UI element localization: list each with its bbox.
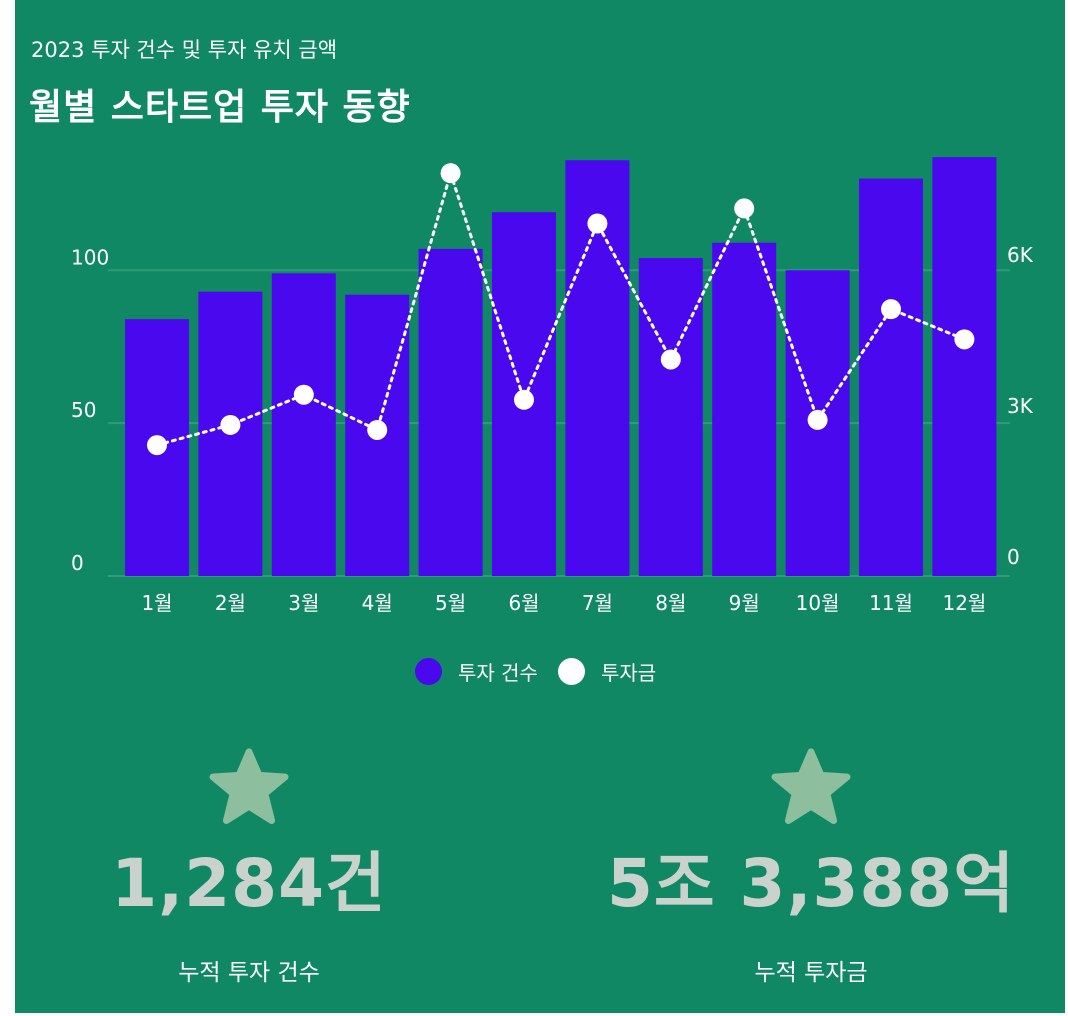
- stat-value-count: 1,284건: [111, 845, 387, 922]
- x-tick-label: 8월: [655, 591, 686, 615]
- x-tick-label: 2월: [215, 591, 246, 615]
- x-tick-label: 4월: [362, 591, 393, 615]
- x-tick-label: 12월: [942, 591, 986, 615]
- y-right-tick-label: 6K: [1007, 243, 1034, 267]
- line-point: [293, 384, 314, 405]
- line-series: [147, 163, 975, 456]
- bar: [271, 273, 336, 576]
- combo-chart: 0 50 100 0 3K 6K 1월 2월 3월 4월 5월 6월 7월 8월 9월 10월 11월 12월: [71, 157, 1034, 615]
- y-left-tick-label: 0: [71, 551, 84, 575]
- x-tick-label: 7월: [582, 591, 613, 615]
- line-point: [220, 414, 241, 435]
- line-point: [660, 349, 681, 370]
- x-tick-label: 10월: [796, 591, 840, 615]
- stat-total-count: 1,284건 누적 투자 건수: [39, 745, 459, 987]
- chart-subtitle: 2023 투자 건수 및 투자 유치 금액: [31, 38, 338, 62]
- x-tick-label: 3월: [288, 591, 319, 615]
- bar: [859, 178, 923, 577]
- y-right-tick-label: 3K: [1007, 394, 1034, 418]
- x-tick-label: 1월: [141, 591, 172, 615]
- x-tick-label: 6월: [508, 591, 539, 615]
- star-icon: [771, 748, 851, 824]
- chart-title: 월별 스타트업 투자 동향: [29, 87, 411, 128]
- infographic-card: 2023 투자 건수 및 투자 유치 금액 월별 스타트업 투자 동향 0 50 1…: [15, 0, 1065, 1013]
- line-point: [147, 435, 167, 456]
- legend-label-count: 투자 건수: [458, 661, 538, 685]
- bar: [638, 258, 703, 576]
- stat-label-count: 누적 투자 건수: [178, 960, 320, 986]
- bar: [418, 248, 483, 576]
- line-point: [440, 163, 461, 184]
- legend-swatch-amount: [557, 658, 585, 685]
- bar: [932, 157, 997, 576]
- legend-label-amount: 투자금: [600, 661, 657, 685]
- line-point: [587, 213, 608, 234]
- line-point: [514, 389, 534, 410]
- y-left-tick-label: 50: [71, 398, 96, 422]
- axes: 0 50 100 0 3K 6K 1월 2월 3월 4월 5월 6월 7월 8월 9월 10월 11월 12월: [71, 243, 1034, 615]
- line-point: [807, 409, 828, 430]
- stat-total-amount: 5조 3,388억 누적 투자금: [601, 745, 1021, 987]
- x-tick-label: 5월: [435, 591, 466, 615]
- bar-series: [125, 157, 997, 577]
- line-point: [954, 329, 975, 350]
- x-tick-label: 9월: [729, 591, 760, 615]
- y-left-tick-label: 100: [71, 245, 109, 269]
- chart-legend: 투자 건수 투자금: [415, 657, 676, 686]
- x-tick-label: 11월: [869, 591, 913, 615]
- line-point: [734, 198, 755, 219]
- stat-value-amount: 5조 3,388억: [606, 845, 1016, 922]
- bar: [712, 242, 777, 576]
- y-right-tick-label: 0: [1007, 545, 1020, 569]
- stat-label-amount: 누적 투자금: [754, 960, 868, 986]
- line-point: [367, 419, 388, 440]
- star-icon: [209, 748, 289, 824]
- line-point: [881, 299, 901, 320]
- legend-swatch-count: [415, 658, 442, 685]
